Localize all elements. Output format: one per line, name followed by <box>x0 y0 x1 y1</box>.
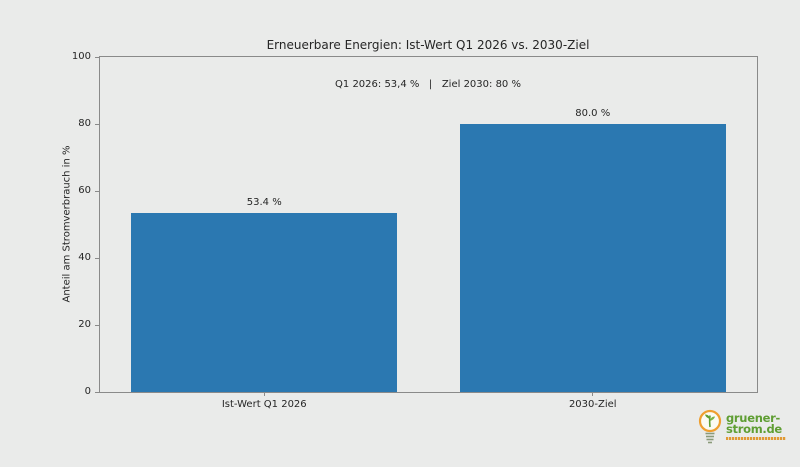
y-axis-label: Anteil am Stromverbrauch in % <box>61 145 73 303</box>
bar-value-label: 53.4 % <box>246 197 282 209</box>
y-tick-label: 20 <box>78 319 91 330</box>
bar-value-label: 80.0 % <box>575 108 611 119</box>
y-tick-mark <box>95 324 99 326</box>
x-tick-mark <box>592 392 594 396</box>
plot-area: 0 20 40 60 80 100 53.4 % Ist-Wert Q1 2026 80.0 %… <box>72 52 758 410</box>
bar <box>459 124 726 392</box>
logo-tagline <box>726 437 786 440</box>
y-tick-label: 100 <box>71 51 91 62</box>
y-tick-label: 0 <box>84 386 91 397</box>
y-tick-mark <box>95 56 99 58</box>
brand-logo: gruener- strom.de <box>697 408 786 446</box>
logo-line-2: strom.de <box>726 422 782 436</box>
y-tick-mark <box>95 123 99 125</box>
logo-line-1: gruener- <box>726 411 780 425</box>
bar <box>131 213 398 392</box>
y-tick-mark <box>95 391 99 393</box>
y-tick-mark <box>95 190 99 192</box>
x-tick-mark <box>263 392 265 396</box>
logo-text: gruener- strom.de <box>726 408 786 440</box>
y-tick-label: 60 <box>78 185 91 196</box>
x-tick-label: 2030-Ziel <box>568 399 617 410</box>
y-tick-label: 40 <box>78 252 91 263</box>
chart-title: Erneuerbare Energien: Ist-Wert Q1 2026 v… <box>266 38 590 52</box>
chart-annotation: Q1 2026: 53,4 % | Ziel 2030: 80 % <box>335 79 521 90</box>
y-tick-label: 80 <box>78 118 91 129</box>
y-tick-mark <box>95 257 99 259</box>
lightbulb-plant-icon <box>698 409 722 444</box>
x-tick-label: Ist-Wert Q1 2026 <box>221 399 307 410</box>
